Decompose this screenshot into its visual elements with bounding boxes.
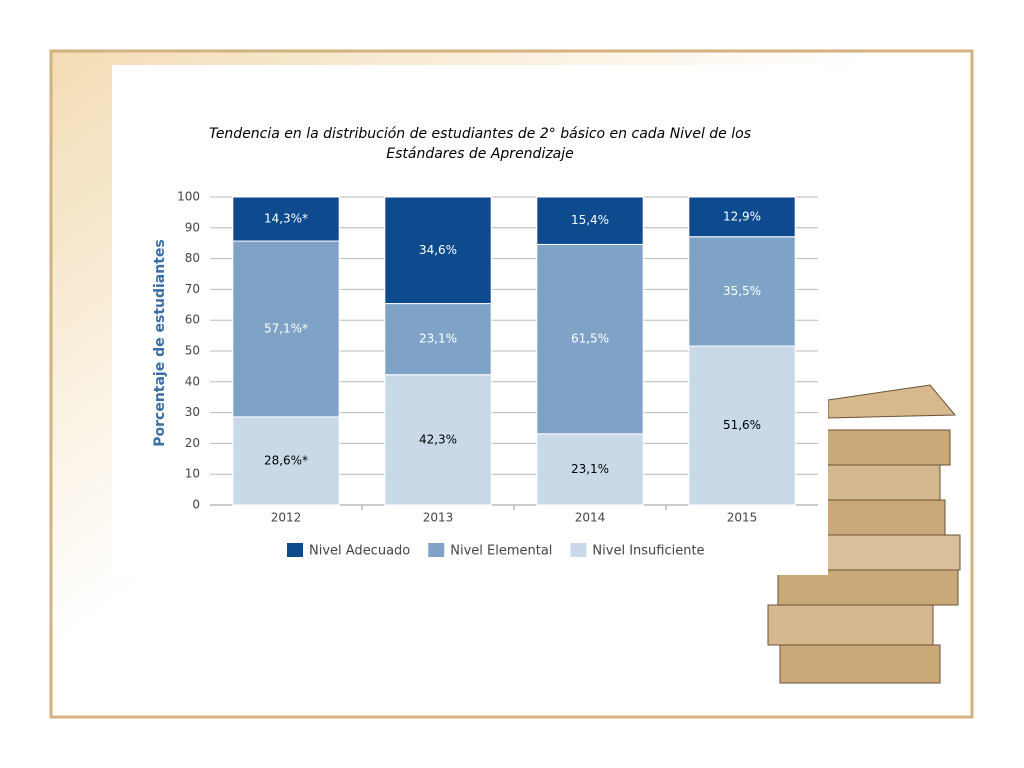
legend-swatch	[570, 543, 587, 557]
value-label: 34,6%	[419, 243, 457, 257]
x-tick-label: 2014	[575, 511, 606, 525]
y-tick-label: 90	[185, 220, 200, 234]
value-label: 12,9%	[723, 209, 761, 223]
bar-segment	[688, 236, 796, 347]
y-tick-label: 70	[185, 282, 200, 296]
legend-label: Nivel Insuficiente	[592, 544, 704, 559]
value-label: 61,5%	[571, 332, 609, 346]
y-axis-label: Porcentaje de estudiantes	[152, 239, 168, 446]
legend-swatch	[287, 543, 303, 557]
bar-segment	[688, 345, 796, 506]
bar-segment	[232, 416, 340, 506]
bar-segment	[536, 243, 644, 435]
bar-segment	[232, 196, 340, 242]
x-tick-label: 2012	[271, 511, 302, 525]
x-tick-label: 2013	[423, 511, 454, 525]
legend-swatch	[428, 543, 445, 557]
value-label: 57,1%*	[264, 321, 308, 335]
y-tick-label: 0	[192, 498, 200, 512]
bar-segment	[536, 433, 644, 506]
y-tick-label: 20	[185, 436, 200, 450]
chart-title: Tendencia en la distribución de estudian…	[209, 126, 751, 142]
value-label: 23,1%	[571, 462, 609, 476]
value-label: 35,5%	[723, 284, 761, 298]
y-tick-label: 30	[185, 405, 200, 419]
y-tick-label: 100	[177, 190, 200, 204]
value-label: 28,6%*	[264, 453, 308, 467]
bar-segment	[384, 196, 492, 305]
value-label: 42,3%	[419, 432, 457, 446]
y-tick-label: 10	[185, 467, 200, 481]
value-label: 14,3%*	[264, 212, 308, 226]
bar-segment	[536, 196, 644, 245]
value-label: 15,4%	[571, 213, 609, 227]
bar-segment	[688, 196, 796, 238]
x-tick-label: 2015	[727, 511, 758, 525]
y-tick-label: 80	[185, 251, 200, 265]
y-tick-label: 50	[185, 344, 200, 358]
y-tick-label: 40	[185, 374, 200, 388]
value-label: 23,1%	[419, 332, 457, 346]
y-tick-label: 60	[185, 313, 200, 327]
legend-label: Nivel Elemental	[450, 544, 552, 559]
legend-label: Nivel Adecuado	[309, 544, 410, 559]
bar-segment	[384, 303, 492, 376]
bar-segment	[384, 374, 492, 506]
chart-title: Estándares de Aprendizaje	[386, 146, 574, 162]
value-label: 51,6%	[723, 418, 761, 432]
